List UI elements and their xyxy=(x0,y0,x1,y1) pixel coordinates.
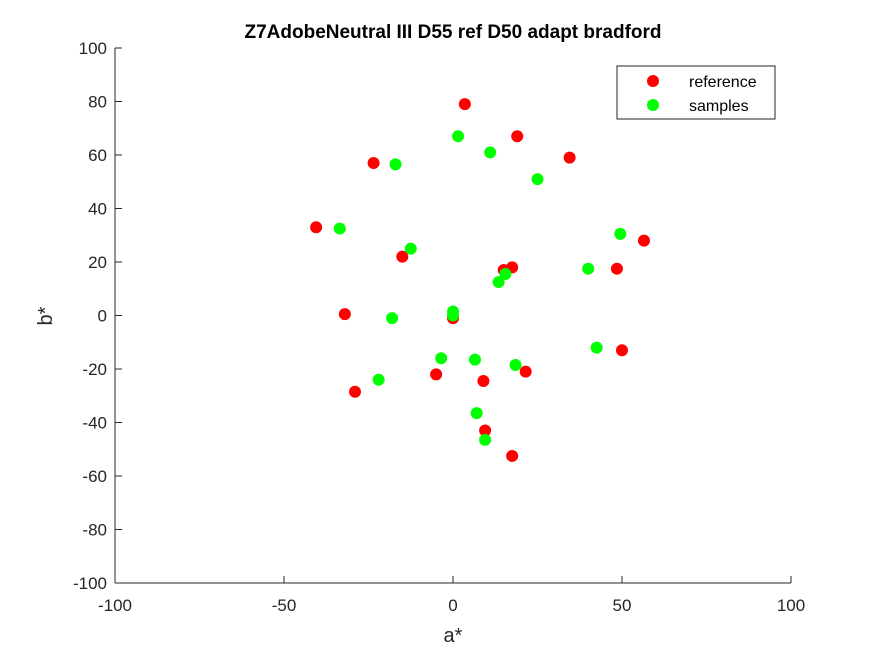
plot-area: -100 -50 0 50 100 -100 -80 -60 -40 -20 0 20 40 60 80 10… xyxy=(73,39,805,615)
y-axis-label: b* xyxy=(35,306,57,325)
legend-marker-reference xyxy=(647,75,659,87)
samples-point xyxy=(590,341,603,354)
chart-title: Z7AdobeNeutral III D55 ref D50 adapt bra… xyxy=(244,22,661,43)
reference-point xyxy=(479,424,492,437)
x-tick-label: -100 xyxy=(98,596,132,615)
x-tick-label: 100 xyxy=(777,596,805,615)
samples-point xyxy=(582,262,595,275)
y-tick-label: -20 xyxy=(82,360,107,379)
reference-point xyxy=(637,234,650,247)
y-tick-label: -80 xyxy=(82,521,107,540)
y-tick-label: -60 xyxy=(82,467,107,486)
samples-point xyxy=(404,242,417,255)
reference-point xyxy=(563,151,576,164)
x-tick-label: 0 xyxy=(448,596,457,615)
samples-point xyxy=(614,227,627,240)
y-tick-label: 60 xyxy=(88,146,107,165)
samples-point xyxy=(333,222,346,235)
y-tick-label: 0 xyxy=(98,307,107,326)
legend-box xyxy=(616,65,776,120)
samples-point xyxy=(492,276,505,289)
reference-point xyxy=(338,308,351,321)
reference-point xyxy=(477,375,490,388)
y-tick-label: 100 xyxy=(79,39,107,58)
reference-point xyxy=(519,365,532,378)
samples-point xyxy=(386,312,399,325)
samples-point xyxy=(435,352,448,365)
reference-point xyxy=(430,368,443,381)
samples-point xyxy=(470,407,483,420)
reference-point xyxy=(458,98,471,111)
x-tick-label: 50 xyxy=(613,596,632,615)
samples-point xyxy=(389,158,402,171)
reference-point xyxy=(616,344,628,357)
y-tick-label: 40 xyxy=(88,200,107,219)
reference-point xyxy=(310,221,323,234)
legend-marker-samples xyxy=(647,99,659,111)
reference-point xyxy=(348,385,361,398)
x-axis-label: a* xyxy=(444,625,463,647)
legend-label-samples: samples xyxy=(689,98,749,115)
samples-point xyxy=(468,353,481,366)
reference-point xyxy=(396,250,409,263)
samples-point xyxy=(452,130,465,143)
x-tick-label: -50 xyxy=(272,596,297,615)
reference-point xyxy=(610,262,623,275)
samples-point xyxy=(372,373,385,386)
reference-point xyxy=(367,157,380,170)
samples-point xyxy=(484,146,497,159)
samples-point xyxy=(499,268,512,281)
legend-label-reference: reference xyxy=(689,74,757,91)
samples-point xyxy=(479,433,492,446)
samples-point xyxy=(447,309,459,322)
y-tick-label: -100 xyxy=(73,574,107,593)
legend: reference samples xyxy=(616,65,776,120)
samples-point xyxy=(531,173,544,186)
y-tick-label: -40 xyxy=(82,414,107,433)
samples-point xyxy=(509,358,522,371)
y-tick-label: 20 xyxy=(88,253,107,272)
y-tick-label: 80 xyxy=(88,93,107,112)
reference-point xyxy=(506,449,519,462)
reference-point xyxy=(511,130,524,143)
